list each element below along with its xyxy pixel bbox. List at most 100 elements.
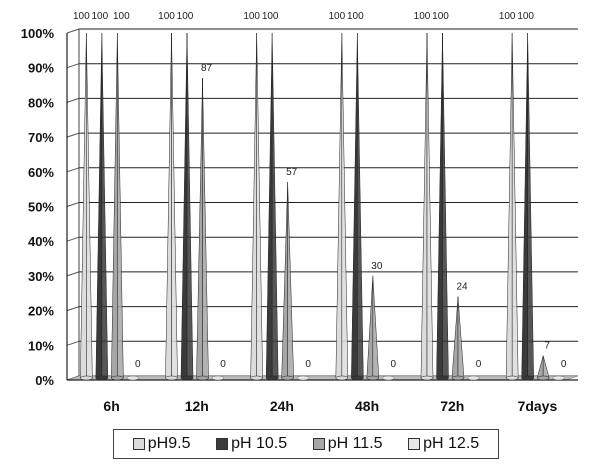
bar: [420, 32, 428, 379]
bar-shade: [86, 32, 93, 379]
data-label: 87: [201, 63, 213, 74]
bar: [451, 296, 459, 379]
data-label: 100: [328, 11, 345, 22]
data-label: 100: [73, 11, 90, 22]
data-label: 100: [432, 11, 449, 22]
gridline-depth: [66, 340, 80, 346]
bar-shade: [341, 32, 349, 379]
legend-swatch: [132, 438, 145, 450]
bar-shade: [117, 32, 124, 379]
y-tick-label: 30%: [28, 269, 54, 284]
data-label: 0: [391, 359, 397, 370]
bar-shade: [542, 355, 550, 379]
gridline-depth: [66, 167, 80, 173]
data-label: 24: [456, 282, 468, 293]
bar: [552, 375, 565, 381]
bar-base: [536, 375, 550, 381]
bar-base: [366, 375, 380, 381]
bar-shade: [202, 78, 209, 379]
bar-shade: [372, 275, 380, 379]
bar: [126, 375, 140, 381]
bar-base: [451, 375, 465, 381]
bar-shade: [357, 32, 364, 379]
gridline-depth: [66, 97, 80, 103]
data-label: 0: [305, 359, 311, 370]
bar-shade: [171, 32, 178, 379]
bar: [296, 375, 310, 381]
x-axis: 6h 12h 24h 48h 72h 7days: [103, 398, 557, 414]
bar-shade: [442, 32, 449, 379]
gridline-depth: [66, 132, 80, 138]
legend-swatch: [312, 438, 325, 450]
bar: [180, 32, 188, 379]
data-label: 100: [517, 11, 534, 22]
bar: [265, 32, 273, 379]
bar-base: [420, 375, 434, 381]
y-tick-label: 100%: [21, 26, 55, 41]
bar: [467, 375, 480, 381]
data-label: 57: [286, 167, 298, 178]
bar-shade: [511, 32, 519, 379]
legend-label: pH 11.5: [327, 435, 383, 452]
y-tick-label: 70%: [28, 130, 54, 145]
gridline-depth: [66, 202, 80, 207]
legend-item: pH 12.5: [408, 435, 479, 453]
x-tick-label: 24h: [270, 398, 294, 414]
bar-shade: [186, 32, 194, 379]
bar-shade: [256, 32, 263, 379]
data-label: 7: [544, 341, 550, 352]
bar: [436, 32, 443, 379]
bar: [382, 375, 395, 381]
data-label: 0: [220, 359, 226, 370]
plot-area: [80, 32, 565, 381]
x-tick-label: 12h: [185, 398, 209, 414]
data-label: 100: [414, 11, 431, 22]
bar: [351, 32, 358, 379]
bar: [505, 32, 513, 379]
bar-base: [281, 375, 294, 381]
grid-lines: [66, 28, 578, 381]
bar: [335, 32, 343, 379]
data-label: 0: [135, 359, 141, 370]
bar-shade: [271, 32, 279, 379]
bar: [111, 32, 118, 379]
y-tick-label: 0%: [35, 373, 54, 388]
bar-shade: [287, 182, 294, 379]
data-label: 100: [499, 11, 516, 22]
data-label: 100: [243, 11, 260, 22]
legend-swatch: [216, 438, 229, 450]
bar: [80, 32, 87, 379]
legend-label: pH 12.5: [423, 435, 480, 452]
x-tick-label: 48h: [355, 398, 379, 414]
bar-shade: [527, 32, 534, 379]
x-tick-label: 6h: [103, 398, 119, 414]
gridline-depth: [66, 306, 80, 312]
bar-base: [80, 375, 93, 381]
data-label: 100: [347, 11, 364, 22]
gridline-depth: [66, 28, 80, 34]
data-label: 30: [371, 261, 383, 272]
data-label: 100: [177, 11, 194, 22]
bar-base: [165, 375, 178, 381]
bar-base: [180, 375, 194, 381]
bar-base: [196, 375, 209, 381]
data-label: 100: [158, 11, 175, 22]
data-label: 0: [476, 359, 482, 370]
y-tick-label: 40%: [28, 234, 54, 249]
bar-base: [111, 375, 124, 381]
y-axis: 0% 10% 20% 30% 40% 50% 60% 70% 80% 90% 100%: [21, 26, 578, 388]
bar: [536, 355, 544, 379]
gridline-depth: [66, 63, 80, 69]
legend-label: pH9.5: [147, 435, 191, 452]
bar-base: [351, 375, 364, 381]
legend: pH9.5 pH 10.5 pH 11.5 pH 12.5: [113, 429, 499, 459]
data-label: 100: [91, 11, 108, 22]
bar: [196, 78, 203, 379]
bar-base: [95, 375, 109, 381]
bar-base: [521, 375, 534, 381]
data-label: 0: [561, 359, 567, 370]
bar-base: [505, 375, 519, 381]
y-tick-label: 20%: [28, 304, 54, 319]
bar-base: [335, 375, 349, 381]
bar: [165, 32, 172, 379]
